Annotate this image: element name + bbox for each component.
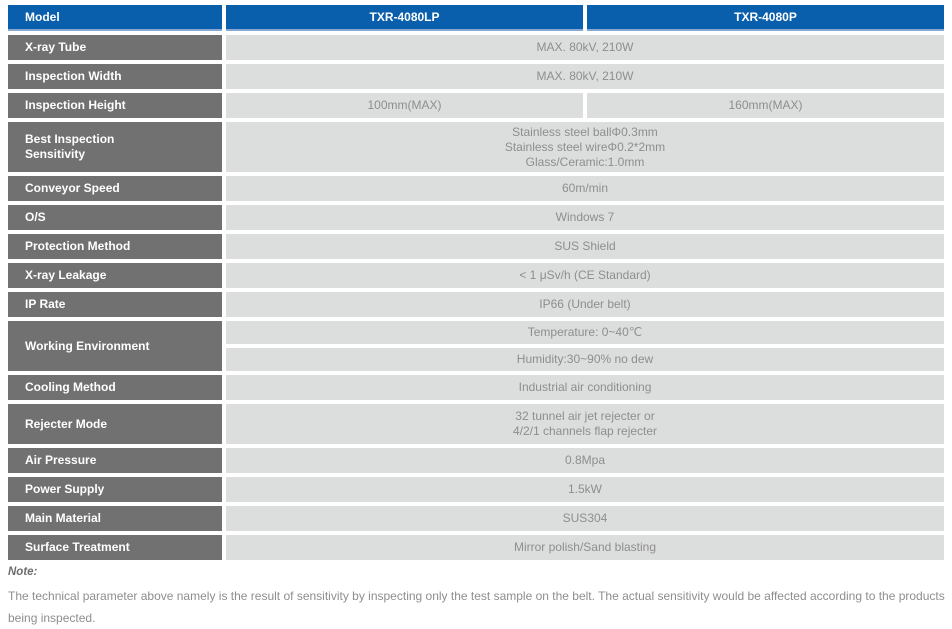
row-label: Main Material [8, 506, 222, 531]
row-label: Rejecter Mode [8, 404, 222, 444]
sensitivity-line-2: Stainless steel wireΦ0.2*2mm [504, 139, 666, 154]
row-x-ray-tube: X-ray Tube MAX. 80kV, 210W [8, 35, 944, 60]
row-air-pressure: Air Pressure 0.8Mpa [8, 448, 944, 473]
note-body: The technical parameter above namely is … [8, 589, 945, 625]
row-label: Working Environment [8, 321, 222, 371]
row-label: Inspection Height [8, 93, 222, 118]
row-value: IP66 (Under belt) [226, 292, 944, 317]
row-label: Air Pressure [8, 448, 222, 473]
row-value-txr-4080p: 160mm(MAX) [587, 93, 944, 118]
row-label-text: Best Inspection Sensitivity [25, 132, 115, 161]
spec-table: Model TXR-4080LP TXR-4080P X-ray Tube MA… [8, 5, 944, 560]
row-value: SUS Shield [226, 234, 944, 259]
row-best-inspection-sensitivity: Best Inspection Sensitivity Stainless st… [8, 122, 944, 172]
row-value: Mirror polish/Sand blasting [226, 535, 944, 560]
row-working-environment: Working Environment Temperature: 0~40℃ H… [8, 321, 944, 371]
row-cooling-method: Cooling Method Industrial air conditioni… [8, 375, 944, 400]
row-value: Stainless steel ballΦ0.3mm Stainless ste… [226, 122, 944, 172]
row-ip-rate: IP Rate IP66 (Under belt) [8, 292, 944, 317]
row-value: 1.5kW [226, 477, 944, 502]
rejecter-line-2: 4/2/1 channels flap rejecter [512, 424, 658, 438]
row-label: Surface Treatment [8, 535, 222, 560]
row-protection-method: Protection Method SUS Shield [8, 234, 944, 259]
header-model-txr-4080lp: TXR-4080LP [226, 5, 583, 31]
row-value: 0.8Mpa [226, 448, 944, 473]
note-title: Note: [8, 566, 38, 578]
row-rejecter-mode: Rejecter Mode 32 tunnel air jet rejecter… [8, 404, 944, 444]
row-value: Industrial air conditioning [226, 375, 944, 400]
row-label: Power Supply [8, 477, 222, 502]
row-value: < 1 μSv/h (CE Standard) [226, 263, 944, 288]
row-surface-treatment: Surface Treatment Mirror polish/Sand bla… [8, 535, 944, 560]
row-value: 32 tunnel air jet rejecter or 4/2/1 chan… [226, 404, 944, 444]
row-label: Conveyor Speed [8, 176, 222, 201]
temperature-value: Temperature: 0~40℃ [226, 321, 944, 344]
working-environment-values: Temperature: 0~40℃ Humidity:30~90% no de… [226, 321, 944, 371]
row-conveyor-speed: Conveyor Speed 60m/min [8, 176, 944, 201]
row-inspection-width: Inspection Width MAX. 80kV, 210W [8, 64, 944, 89]
row-label: O/S [8, 205, 222, 230]
row-power-supply: Power Supply 1.5kW [8, 477, 944, 502]
row-x-ray-leakage: X-ray Leakage < 1 μSv/h (CE Standard) [8, 263, 944, 288]
row-label: Protection Method [8, 234, 222, 259]
row-label: Inspection Width [8, 64, 222, 89]
row-value-txr-4080lp: 100mm(MAX) [226, 93, 583, 118]
row-value: SUS304 [226, 506, 944, 531]
row-label: IP Rate [8, 292, 222, 317]
row-label: X-ray Leakage [8, 263, 222, 288]
note-section: Note: The technical parameter above name… [8, 566, 946, 629]
row-inspection-height: Inspection Height 100mm(MAX) 160mm(MAX) [8, 93, 944, 118]
row-os: O/S Windows 7 [8, 205, 944, 230]
row-label: X-ray Tube [8, 35, 222, 60]
sensitivity-line-1: Stainless steel ballΦ0.3mm [512, 124, 658, 139]
rejecter-line-1: 32 tunnel air jet rejecter or [515, 409, 655, 423]
row-label: Cooling Method [8, 375, 222, 400]
header-model-txr-4080p: TXR-4080P [587, 5, 944, 31]
row-value: Windows 7 [226, 205, 944, 230]
humidity-value: Humidity:30~90% no dew [226, 348, 944, 371]
row-value: MAX. 80kV, 210W [226, 64, 944, 89]
row-value: 60m/min [226, 176, 944, 201]
sensitivity-line-3: Glass/Ceramic:1.0mm [525, 154, 645, 169]
header-model-cell: Model [8, 5, 222, 31]
row-main-material: Main Material SUS304 [8, 506, 944, 531]
row-label: Best Inspection Sensitivity [8, 122, 222, 172]
table-header-row: Model TXR-4080LP TXR-4080P [8, 5, 944, 31]
row-value: MAX. 80kV, 210W [226, 35, 944, 60]
